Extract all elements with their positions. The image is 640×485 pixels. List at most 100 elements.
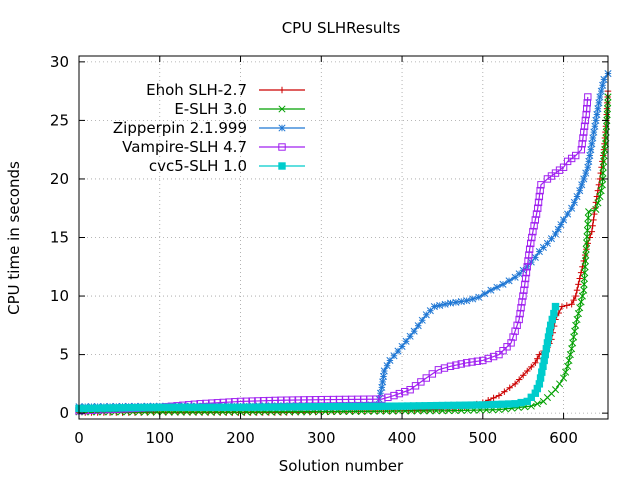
square-marker bbox=[513, 321, 521, 330]
data-point bbox=[162, 403, 170, 411]
data-point bbox=[581, 251, 589, 259]
y-tick-label: 5 bbox=[59, 346, 69, 364]
data-point bbox=[493, 283, 501, 291]
filled-square-marker bbox=[354, 402, 363, 411]
cross-marker-b bbox=[581, 257, 590, 265]
data-point bbox=[495, 392, 503, 399]
filled-square-marker bbox=[205, 403, 214, 411]
data-point bbox=[580, 175, 588, 183]
filled-square-marker bbox=[187, 403, 195, 411]
data-point bbox=[278, 162, 286, 170]
data-point bbox=[199, 403, 207, 411]
filled-square-marker bbox=[379, 402, 388, 410]
cross-marker-b bbox=[585, 208, 593, 216]
data-point bbox=[591, 210, 598, 218]
filled-square-marker bbox=[498, 400, 506, 408]
data-point bbox=[475, 293, 483, 301]
data-point bbox=[594, 187, 602, 194]
square-marker bbox=[499, 346, 507, 355]
star-marker-d2 bbox=[551, 230, 560, 238]
data-point bbox=[205, 403, 214, 411]
x-tick-label: 300 bbox=[307, 429, 336, 447]
data-point bbox=[568, 301, 575, 308]
cross-marker-b bbox=[568, 345, 576, 353]
data-point bbox=[518, 298, 526, 306]
filled-square-marker bbox=[168, 403, 176, 411]
square-marker bbox=[581, 116, 590, 125]
cross-marker-b bbox=[573, 315, 581, 324]
data-point bbox=[156, 403, 164, 411]
data-point bbox=[430, 303, 438, 311]
data-point bbox=[578, 140, 586, 148]
y-tick-label: 30 bbox=[50, 53, 69, 71]
data-point bbox=[599, 81, 607, 89]
star-marker-d2 bbox=[591, 122, 599, 130]
star-marker-d2 bbox=[376, 389, 385, 397]
data-point bbox=[501, 388, 508, 395]
data-point bbox=[243, 403, 251, 411]
cross-marker-b bbox=[592, 205, 600, 213]
square-marker bbox=[571, 151, 580, 160]
filled-square-marker bbox=[274, 403, 282, 411]
data-point bbox=[580, 122, 589, 130]
data-point bbox=[603, 105, 612, 113]
data-point bbox=[555, 380, 564, 388]
data-point bbox=[390, 391, 398, 400]
data-point bbox=[519, 292, 527, 300]
square-marker bbox=[520, 286, 528, 294]
data-point bbox=[379, 378, 387, 386]
data-point bbox=[531, 216, 540, 224]
data-point bbox=[367, 402, 375, 411]
cross-marker-b bbox=[584, 214, 592, 222]
data-point bbox=[168, 403, 176, 411]
data-point bbox=[530, 222, 538, 230]
data-point bbox=[520, 286, 528, 294]
square-marker bbox=[534, 198, 543, 207]
data-point bbox=[592, 116, 600, 124]
data-point bbox=[278, 105, 286, 113]
star-marker-d2 bbox=[597, 87, 605, 95]
data-point bbox=[503, 343, 511, 351]
data-point bbox=[348, 402, 357, 411]
data-point bbox=[562, 368, 570, 376]
cross-marker-b bbox=[564, 362, 572, 370]
star-marker-d2 bbox=[414, 322, 422, 330]
square-marker bbox=[580, 122, 589, 130]
square-marker bbox=[406, 386, 414, 394]
legend-entry: E-SLH 3.0 bbox=[174, 100, 305, 118]
data-point bbox=[601, 134, 609, 142]
cross-marker-b bbox=[600, 157, 608, 165]
data-point bbox=[524, 367, 531, 375]
data-point bbox=[278, 124, 286, 132]
data-point bbox=[519, 372, 527, 379]
filled-square-marker bbox=[218, 403, 226, 411]
data-point bbox=[521, 280, 529, 289]
filled-square-marker bbox=[373, 402, 381, 410]
cross-marker-b bbox=[583, 233, 591, 241]
data-point bbox=[568, 204, 576, 212]
star-marker-d2 bbox=[278, 124, 286, 132]
data-point bbox=[485, 401, 493, 409]
data-point bbox=[601, 140, 608, 148]
data-point bbox=[462, 359, 471, 367]
series-4 bbox=[75, 302, 560, 413]
square-marker bbox=[579, 134, 587, 142]
data-point bbox=[599, 163, 607, 171]
data-point bbox=[595, 99, 603, 107]
data-point bbox=[511, 327, 519, 335]
x-tick-label: 500 bbox=[468, 429, 497, 447]
legend-label: cvc5-SLH 1.0 bbox=[149, 157, 247, 175]
data-point bbox=[528, 233, 536, 242]
star-marker-d2 bbox=[578, 181, 586, 189]
filled-square-marker bbox=[193, 403, 201, 411]
filled-square-marker bbox=[180, 403, 189, 411]
cross-marker-b bbox=[560, 374, 568, 382]
data-point bbox=[523, 263, 531, 271]
star-marker-d2 bbox=[593, 110, 601, 119]
data-point bbox=[286, 403, 294, 411]
data-point bbox=[582, 245, 590, 253]
data-point bbox=[499, 280, 507, 288]
data-point bbox=[588, 228, 596, 235]
data-point bbox=[598, 181, 606, 189]
data-point bbox=[597, 187, 605, 195]
